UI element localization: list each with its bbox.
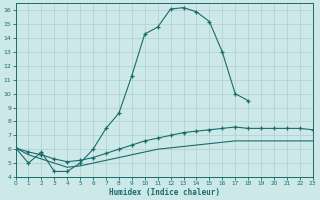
X-axis label: Humidex (Indice chaleur): Humidex (Indice chaleur) <box>109 188 220 197</box>
